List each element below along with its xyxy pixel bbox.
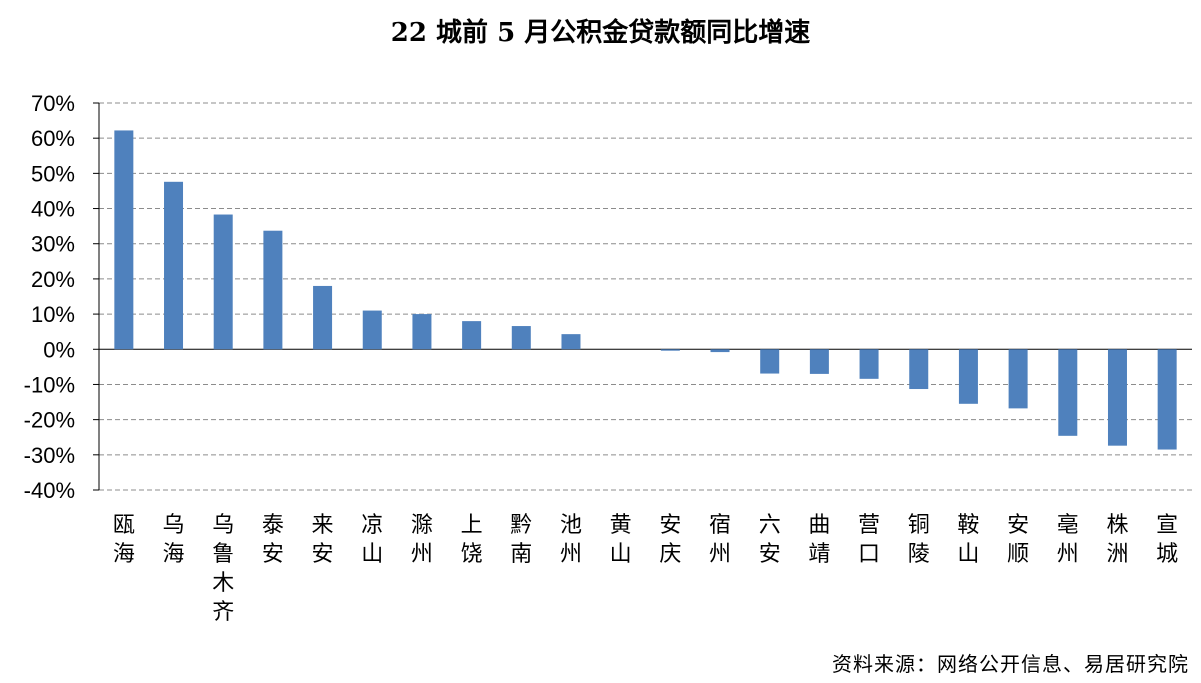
y-tick-label: -20% <box>24 408 75 433</box>
x-tick-label: 池州 <box>560 513 582 567</box>
x-tick-label: 安顺 <box>1007 513 1029 567</box>
y-tick-label: 0% <box>43 337 75 362</box>
x-tick-label: 乌海 <box>163 513 185 567</box>
x-tick-label: 鞍山 <box>957 513 979 567</box>
bar-安顺 <box>1008 349 1028 409</box>
bar-安庆 <box>660 349 680 351</box>
bars <box>114 130 1177 450</box>
bar-池州 <box>561 334 581 350</box>
x-tick-label: 瓯海 <box>113 513 135 567</box>
x-tick-label: 株洲 <box>1106 513 1128 567</box>
axes <box>93 102 1192 491</box>
x-tick-label: 泰安 <box>262 513 284 567</box>
bar-来安 <box>313 285 333 350</box>
x-tick-label: 黄山 <box>610 513 632 567</box>
bar-瓯海 <box>114 130 134 350</box>
y-tick-label: 20% <box>31 267 75 292</box>
y-tick-label: 10% <box>31 302 75 327</box>
x-tick-label: 安庆 <box>659 513 681 567</box>
chart-title: 22 城前 5 月公积金贷款额同比增速 <box>390 18 811 48</box>
bar-乌鲁木齐 <box>213 214 233 350</box>
bar-滁州 <box>412 314 432 350</box>
bar-泰安 <box>263 230 283 350</box>
y-tick-label: -30% <box>24 443 75 468</box>
bar-曲靖 <box>809 349 829 374</box>
bar-宿州 <box>710 349 730 353</box>
bar-乌海 <box>164 181 184 350</box>
source-note: 资料来源：网络公开信息、易居研究院 <box>832 652 1189 676</box>
x-tick-label: 宿州 <box>709 513 731 567</box>
y-tick-label: -40% <box>24 478 75 503</box>
bar-宣城 <box>1157 349 1177 450</box>
x-tick-label: 宣城 <box>1156 513 1178 567</box>
bar-营口 <box>859 349 879 379</box>
x-tick-label: 亳州 <box>1057 513 1079 567</box>
bar-亳州 <box>1058 349 1078 436</box>
y-tick-label: 30% <box>31 232 75 257</box>
x-tick-label: 黔南 <box>510 513 532 567</box>
y-tick-label: -10% <box>24 372 75 397</box>
x-tick-label: 凉山 <box>361 513 383 567</box>
x-tick-label: 来安 <box>312 513 334 567</box>
x-tick-label: 铜陵 <box>908 513 930 567</box>
x-tick-label: 上饶 <box>461 513 483 567</box>
x-tick-label: 曲靖 <box>808 513 830 567</box>
bar-株洲 <box>1107 349 1127 446</box>
x-tick-label: 滁州 <box>411 513 433 567</box>
bar-上饶 <box>462 321 482 350</box>
bar-凉山 <box>362 310 382 350</box>
bar-铜陵 <box>909 349 929 390</box>
bar-黔南 <box>511 326 531 350</box>
x-tick-label: 乌鲁木齐 <box>212 513 234 625</box>
x-tick-label: 营口 <box>858 513 880 567</box>
bar-六安 <box>760 349 780 374</box>
y-tick-label: 50% <box>31 161 75 186</box>
bar-鞍山 <box>958 349 978 404</box>
y-tick-labels: -40% -30% -20% -10% 0% 10% 20% 30% 40% 50% 60% 70% <box>24 91 75 503</box>
y-tick-label: 40% <box>31 197 75 222</box>
x-tick-label: 六安 <box>759 513 781 567</box>
gridlines <box>99 102 1192 491</box>
y-tick-label: 70% <box>31 91 75 116</box>
y-tick-label: 60% <box>31 126 75 151</box>
